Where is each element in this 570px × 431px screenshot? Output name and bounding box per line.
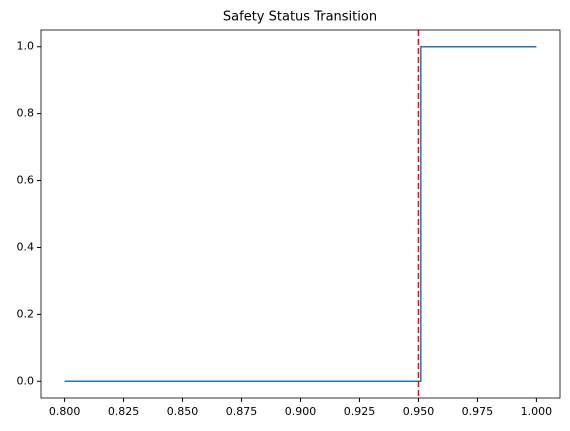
x-tick-label: 0.825 — [108, 405, 140, 418]
chart-title: Safety Status Transition — [223, 10, 377, 25]
x-tick-label: 0.850 — [167, 405, 199, 418]
y-tick-label: 0.6 — [17, 174, 35, 187]
y-tick-label: 0.2 — [17, 307, 35, 320]
x-tick-label: 0.925 — [344, 405, 376, 418]
x-tick-label: 0.950 — [403, 405, 435, 418]
x-tick-label: 0.875 — [226, 405, 258, 418]
x-tick-label: 0.900 — [285, 405, 317, 418]
plot-frame — [40, 29, 561, 399]
x-tick-label: 0.975 — [462, 405, 494, 418]
y-tick-label: 1.0 — [17, 40, 35, 53]
data-line — [64, 45, 537, 383]
x-tick-label: 1.000 — [521, 405, 553, 418]
y-tick-label: 0.0 — [17, 374, 35, 387]
x-tick-label: 0.800 — [49, 405, 81, 418]
y-tick-label: 0.8 — [17, 107, 35, 120]
y-tick-label: 0.4 — [17, 240, 35, 253]
